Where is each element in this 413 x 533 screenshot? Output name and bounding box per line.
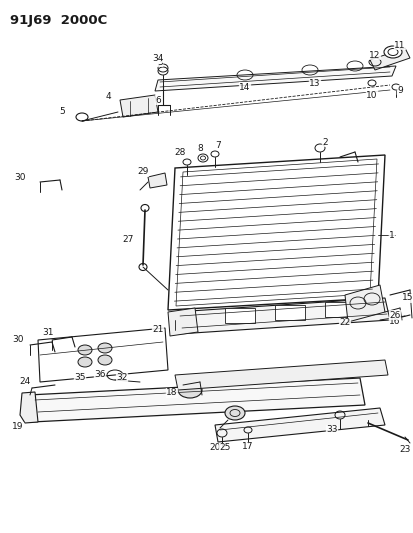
- Text: 30: 30: [14, 174, 26, 182]
- Text: 19: 19: [12, 423, 24, 432]
- Polygon shape: [214, 408, 384, 442]
- Ellipse shape: [224, 406, 244, 420]
- Polygon shape: [147, 173, 166, 188]
- Text: 11: 11: [393, 41, 405, 50]
- Text: 34: 34: [152, 53, 163, 62]
- Text: 30: 30: [12, 335, 24, 344]
- Text: 14: 14: [239, 83, 250, 92]
- Polygon shape: [168, 308, 197, 336]
- Polygon shape: [120, 95, 158, 117]
- Polygon shape: [175, 298, 389, 334]
- Text: 91J69  2000C: 91J69 2000C: [10, 14, 107, 27]
- Ellipse shape: [178, 382, 202, 398]
- Ellipse shape: [98, 343, 112, 353]
- Text: 24: 24: [19, 377, 31, 386]
- Polygon shape: [154, 66, 395, 91]
- Text: 9: 9: [396, 85, 402, 94]
- Polygon shape: [324, 302, 354, 317]
- Polygon shape: [344, 285, 384, 322]
- Text: 27: 27: [122, 236, 133, 245]
- Text: 28: 28: [174, 148, 185, 157]
- Text: 33: 33: [325, 425, 337, 434]
- Text: 6: 6: [155, 95, 161, 104]
- Text: 31: 31: [42, 328, 54, 337]
- Ellipse shape: [383, 46, 401, 58]
- Text: 21: 21: [152, 326, 163, 335]
- Text: 13: 13: [309, 78, 320, 87]
- Text: 29: 29: [137, 167, 148, 176]
- Text: 10: 10: [366, 91, 377, 100]
- Polygon shape: [224, 308, 254, 323]
- Text: 23: 23: [399, 446, 410, 455]
- Ellipse shape: [78, 345, 92, 355]
- Text: 12: 12: [368, 51, 380, 60]
- Text: 18: 18: [166, 389, 177, 398]
- Text: 8: 8: [197, 143, 202, 152]
- Polygon shape: [38, 328, 168, 382]
- Text: 20: 20: [209, 443, 220, 453]
- Text: 22: 22: [339, 319, 350, 327]
- Text: 36: 36: [94, 370, 105, 379]
- Polygon shape: [168, 155, 384, 310]
- Text: 15: 15: [401, 294, 413, 303]
- Ellipse shape: [98, 355, 112, 365]
- Text: 1: 1: [388, 230, 394, 239]
- Polygon shape: [274, 305, 304, 320]
- Text: 26: 26: [388, 311, 400, 319]
- Text: 4: 4: [105, 92, 111, 101]
- Text: 16: 16: [388, 318, 400, 327]
- Ellipse shape: [78, 357, 92, 367]
- Text: 3: 3: [157, 58, 162, 67]
- Text: 32: 32: [116, 374, 127, 383]
- Polygon shape: [28, 378, 364, 422]
- Text: 7: 7: [215, 141, 221, 149]
- Polygon shape: [175, 360, 387, 390]
- Text: 17: 17: [242, 442, 253, 451]
- Text: 25: 25: [219, 443, 230, 453]
- Polygon shape: [20, 392, 38, 423]
- Text: 2: 2: [321, 138, 327, 147]
- Text: 35: 35: [74, 374, 85, 383]
- Text: 5: 5: [59, 107, 65, 116]
- Polygon shape: [369, 48, 409, 70]
